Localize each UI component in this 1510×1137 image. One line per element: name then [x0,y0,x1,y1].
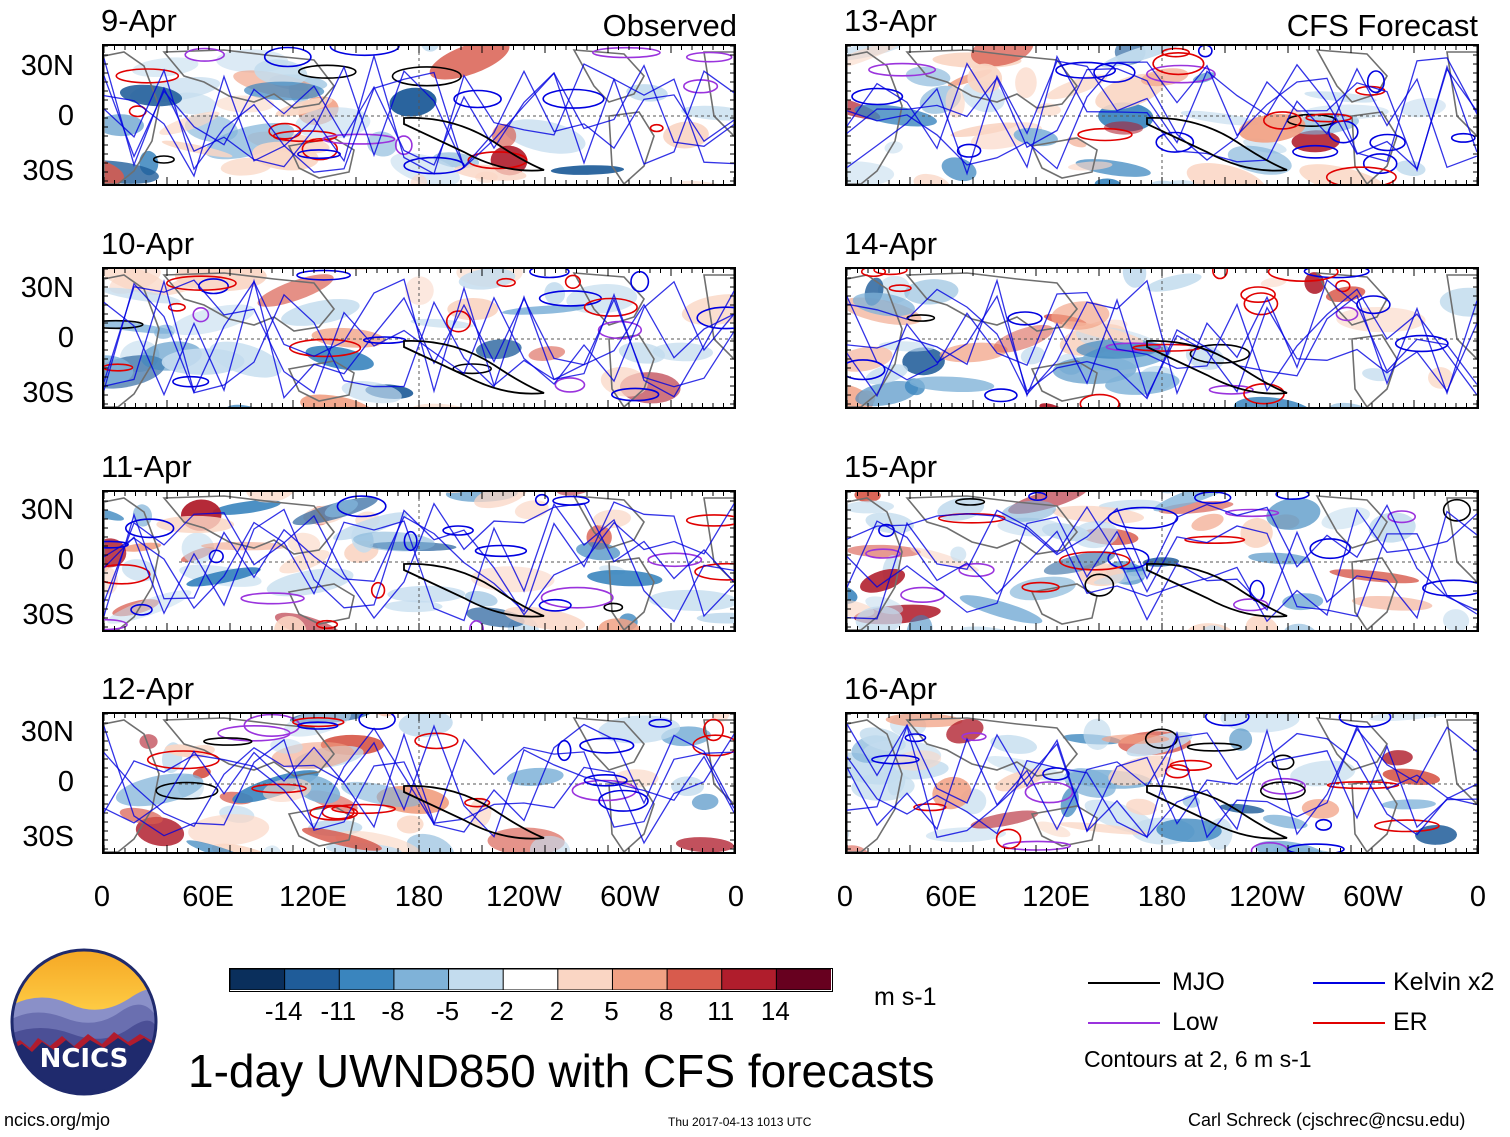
lon-label: 0 [1469,881,1487,913]
lat-label: 30S [22,599,74,631]
colorbar-swatch [284,969,341,990]
legend-label-mjo: MJO [1172,968,1225,996]
lat-label: 30S [22,821,74,853]
panel-date: 14-Apr [844,226,938,261]
map-field [847,714,1477,852]
lon-label: 180 [394,881,444,913]
footer-timestamp: Thu 2017-04-13 1013 UTC [668,1115,812,1129]
observed-header: Observed [602,8,737,43]
map-field [847,46,1477,184]
colorbar-tick-label: 8 [658,996,674,1026]
lat-label: 30N [20,50,74,82]
colorbar-swatch [557,969,614,990]
map-field [847,492,1477,630]
lon-label: 120W [486,881,562,913]
lat-label: 30N [20,716,74,748]
map-field [104,46,734,184]
colorbar-tick-label: -11 [320,996,357,1026]
lat-label: 30N [20,494,74,526]
lat-label: 0 [57,322,74,354]
panel-date: 11-Apr [101,449,192,484]
legend-label-er: ER [1393,1008,1428,1036]
map-field [104,714,734,852]
colorbar-tick-label: 2 [549,996,565,1026]
colorbar-swatch [666,969,723,990]
panel-date: 12-Apr [101,671,195,706]
colorbar-swatches [230,969,831,990]
ncics-logo: NCICS [10,948,158,1096]
figure-title: 1-day UWND850 with CFS forecasts [188,1045,935,1097]
lon-label: 0 [727,881,745,913]
colorbar-swatch [448,969,505,990]
colorbar-swatch [502,969,559,990]
logo-text: NCICS [39,1044,129,1074]
map-panel-observed [102,490,736,632]
lat-label: 0 [57,100,74,132]
map-panel-forecast [845,490,1479,632]
legend-swatch-low [1088,1022,1160,1024]
map-panel-forecast [845,712,1479,854]
lon-label: 60E [182,881,234,913]
ncics-logo-graphic [10,948,158,1096]
colorbar-swatch [393,969,450,990]
colorbar-units: m s-1 [874,983,937,1011]
colorbar-tick-label: -5 [435,996,460,1026]
map-panel-observed [102,44,736,186]
lon-label: 120E [279,881,347,913]
map-field [104,269,734,407]
colorbar-swatch [721,969,778,990]
colorbar-tick-label: -14 [264,996,303,1026]
lon-label: 120W [1229,881,1305,913]
footer-author: Carl Schreck (cjschrec@ncsu.edu) [1188,1110,1466,1130]
legend-label-low: Low [1172,1008,1218,1036]
lat-label: 30S [22,377,74,409]
legend-swatch-kelvin [1313,982,1385,984]
legend-swatch-mjo [1088,982,1160,984]
lon-label: 120E [1022,881,1090,913]
map-panel-observed [102,712,736,854]
lat-label: 30N [20,272,74,304]
colorbar-swatch [230,969,286,990]
lat-label: 30S [22,155,74,187]
map-panel-forecast [845,267,1479,409]
colorbar-tick-label: -2 [490,996,514,1026]
forecast-header: CFS Forecast [1286,8,1478,43]
colorbar-swatch [611,969,669,990]
panel-date: 10-Apr [101,226,195,261]
panel-date: 9-Apr [101,3,177,38]
legend-label-kelvin: Kelvin x2 [1393,968,1495,996]
panel-date: 16-Apr [844,671,938,706]
lon-label: 60E [925,881,977,913]
map-field [847,269,1477,407]
lat-label: 0 [57,766,74,798]
colorbar-tick-label: 11 [707,996,735,1026]
colorbar-tick-label: 5 [604,996,619,1026]
map-panel-observed [102,267,736,409]
colorbar-swatch [775,969,831,990]
map-panel-forecast [845,44,1479,186]
colorbar-tick-label: -8 [381,996,405,1026]
lat-label: 0 [57,544,74,576]
panel-date: 13-Apr [844,3,938,38]
lon-label: 0 [93,881,111,913]
footer-url[interactable]: ncics.org/mjo [4,1110,111,1130]
lon-label: 180 [1137,881,1187,913]
contour-note: Contours at 2, 6 m s-1 [1084,1046,1312,1072]
colorbar [229,968,833,992]
colorbar-swatch [338,969,395,990]
lon-label: 60W [600,881,660,913]
lon-label: 60W [1343,881,1403,913]
panel-date: 15-Apr [844,449,938,484]
contour-legend: MJO Kelvin x2 Low ER [1088,966,1498,1046]
lon-label: 0 [836,881,854,913]
map-field [104,492,734,630]
colorbar-tick-label: 14 [760,996,790,1026]
legend-swatch-er [1313,1022,1385,1024]
